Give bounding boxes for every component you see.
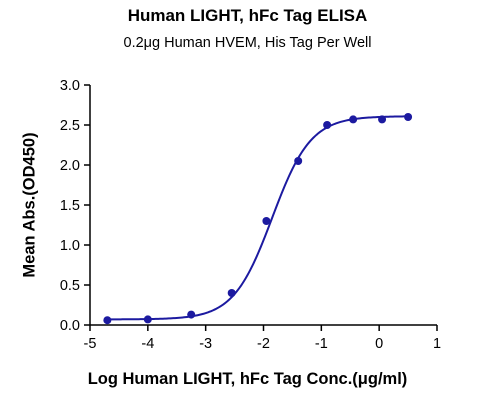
data-point [187,310,196,319]
x-tick-label: -1 [315,336,328,352]
x-tick-label: -3 [199,336,212,352]
data-point [404,113,413,121]
y-tick-label: 0.0 [60,318,80,334]
data-point [143,315,152,324]
data-point [323,121,332,129]
x-tick-label: 0 [375,336,383,352]
y-tick-label: 2.0 [60,158,80,174]
x-tick-label: -4 [141,336,154,352]
x-tick-label: -2 [257,336,270,352]
y-tick-label: 0.5 [60,278,80,294]
data-point [103,316,112,325]
y-tick-label: 3.0 [60,78,80,94]
data-point [227,289,236,297]
y-axis-label: Mean Abs.(OD450) [20,132,39,278]
data-point [262,217,271,225]
data-point [294,157,303,165]
x-tick-label: -5 [84,336,97,352]
y-tick-label: 1.5 [60,198,80,214]
data-point [378,115,387,124]
chart-subtitle: 0.2μg Human HVEM, His Tag Per Well [123,35,372,51]
chart-title: Human LIGHT, hFc Tag ELISA [127,6,368,25]
x-axis-label: Log Human LIGHT, hFc Tag Conc.(μg/ml) [87,370,408,388]
y-tick-label: 2.5 [60,118,80,134]
x-tick-label: 1 [433,336,441,352]
data-point [349,115,358,124]
fit-curve [107,115,409,321]
y-tick-label: 1.0 [60,238,80,254]
